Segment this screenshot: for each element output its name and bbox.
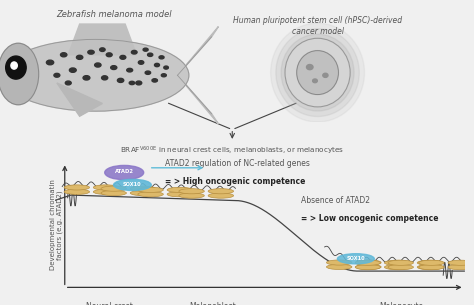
Ellipse shape xyxy=(0,43,39,105)
Ellipse shape xyxy=(129,81,135,84)
Ellipse shape xyxy=(307,65,313,70)
Ellipse shape xyxy=(417,260,443,265)
Ellipse shape xyxy=(61,53,67,57)
Ellipse shape xyxy=(93,189,119,194)
Ellipse shape xyxy=(64,185,90,190)
Ellipse shape xyxy=(327,264,352,270)
Polygon shape xyxy=(57,83,102,116)
Ellipse shape xyxy=(355,264,381,270)
Polygon shape xyxy=(177,75,219,124)
Polygon shape xyxy=(177,27,219,75)
Ellipse shape xyxy=(101,76,108,80)
Ellipse shape xyxy=(355,260,381,265)
Text: = > High oncogenic competence: = > High oncogenic competence xyxy=(165,177,306,186)
Ellipse shape xyxy=(313,79,317,83)
Ellipse shape xyxy=(120,56,126,59)
Ellipse shape xyxy=(337,254,374,264)
Ellipse shape xyxy=(2,39,189,111)
Ellipse shape xyxy=(106,53,112,57)
Ellipse shape xyxy=(384,264,410,270)
Ellipse shape xyxy=(64,189,90,194)
Ellipse shape xyxy=(11,62,17,69)
Ellipse shape xyxy=(323,73,328,77)
Text: SOX10: SOX10 xyxy=(346,256,365,261)
Ellipse shape xyxy=(276,29,359,117)
Ellipse shape xyxy=(179,193,204,198)
Ellipse shape xyxy=(271,23,365,122)
Ellipse shape xyxy=(167,187,192,192)
Ellipse shape xyxy=(145,71,151,74)
Ellipse shape xyxy=(136,81,142,85)
Ellipse shape xyxy=(152,79,157,82)
Ellipse shape xyxy=(285,38,350,107)
Ellipse shape xyxy=(118,78,124,82)
Ellipse shape xyxy=(114,179,151,190)
Ellipse shape xyxy=(76,55,83,59)
Ellipse shape xyxy=(327,260,352,265)
Ellipse shape xyxy=(179,189,204,194)
Text: Melanoblast: Melanoblast xyxy=(189,302,236,305)
Ellipse shape xyxy=(93,185,119,190)
Ellipse shape xyxy=(101,186,127,191)
Ellipse shape xyxy=(419,264,444,270)
Ellipse shape xyxy=(167,192,192,197)
Text: ATAD2 regulation of NC-related genes: ATAD2 regulation of NC-related genes xyxy=(165,159,310,168)
Ellipse shape xyxy=(101,190,127,196)
Ellipse shape xyxy=(131,50,137,54)
Ellipse shape xyxy=(138,192,164,197)
Ellipse shape xyxy=(69,68,76,72)
Ellipse shape xyxy=(100,48,105,52)
Text: ATAD2: ATAD2 xyxy=(115,169,134,174)
Ellipse shape xyxy=(138,61,144,64)
Ellipse shape xyxy=(54,73,60,77)
Ellipse shape xyxy=(83,76,90,80)
Ellipse shape xyxy=(297,51,338,95)
Ellipse shape xyxy=(164,66,168,69)
Text: Neural crest: Neural crest xyxy=(86,302,133,305)
Ellipse shape xyxy=(155,63,159,67)
Ellipse shape xyxy=(384,260,410,265)
Text: Melanocyte: Melanocyte xyxy=(379,302,423,305)
Polygon shape xyxy=(68,24,137,55)
Text: Human pluripotent stem cell (hPSC)-derived
cancer model: Human pluripotent stem cell (hPSC)-deriv… xyxy=(233,16,402,36)
Text: = > Low oncogenic competence: = > Low oncogenic competence xyxy=(301,214,438,223)
Text: Developmental chromatin
factors (e.g. ATAD2): Developmental chromatin factors (e.g. AT… xyxy=(50,180,64,270)
Ellipse shape xyxy=(417,264,443,270)
Ellipse shape xyxy=(281,34,354,111)
Ellipse shape xyxy=(161,74,166,77)
Ellipse shape xyxy=(147,53,153,56)
Text: SOX10: SOX10 xyxy=(123,182,142,187)
Ellipse shape xyxy=(6,56,26,79)
Ellipse shape xyxy=(356,260,381,265)
Text: Zebrafish melanoma model: Zebrafish melanoma model xyxy=(56,10,172,19)
Ellipse shape xyxy=(46,60,54,65)
Text: BRAF$^{\rm V600E}$ in neural crest cells, melanoblasts, or melanocytes: BRAF$^{\rm V600E}$ in neural crest cells… xyxy=(120,145,345,157)
Ellipse shape xyxy=(130,186,155,191)
Ellipse shape xyxy=(143,48,148,51)
Ellipse shape xyxy=(138,187,164,192)
Ellipse shape xyxy=(105,165,144,180)
Ellipse shape xyxy=(356,264,381,270)
Ellipse shape xyxy=(388,264,413,270)
Ellipse shape xyxy=(95,63,101,67)
Ellipse shape xyxy=(448,260,474,265)
Ellipse shape xyxy=(65,81,71,85)
Ellipse shape xyxy=(208,193,234,198)
Text: Absence of ATAD2: Absence of ATAD2 xyxy=(301,196,370,205)
Ellipse shape xyxy=(111,66,117,70)
Ellipse shape xyxy=(130,190,155,196)
Ellipse shape xyxy=(127,68,133,72)
Ellipse shape xyxy=(388,260,413,265)
Ellipse shape xyxy=(88,50,94,54)
Ellipse shape xyxy=(159,56,164,59)
Ellipse shape xyxy=(208,189,234,194)
Ellipse shape xyxy=(419,260,444,265)
Ellipse shape xyxy=(448,264,474,270)
